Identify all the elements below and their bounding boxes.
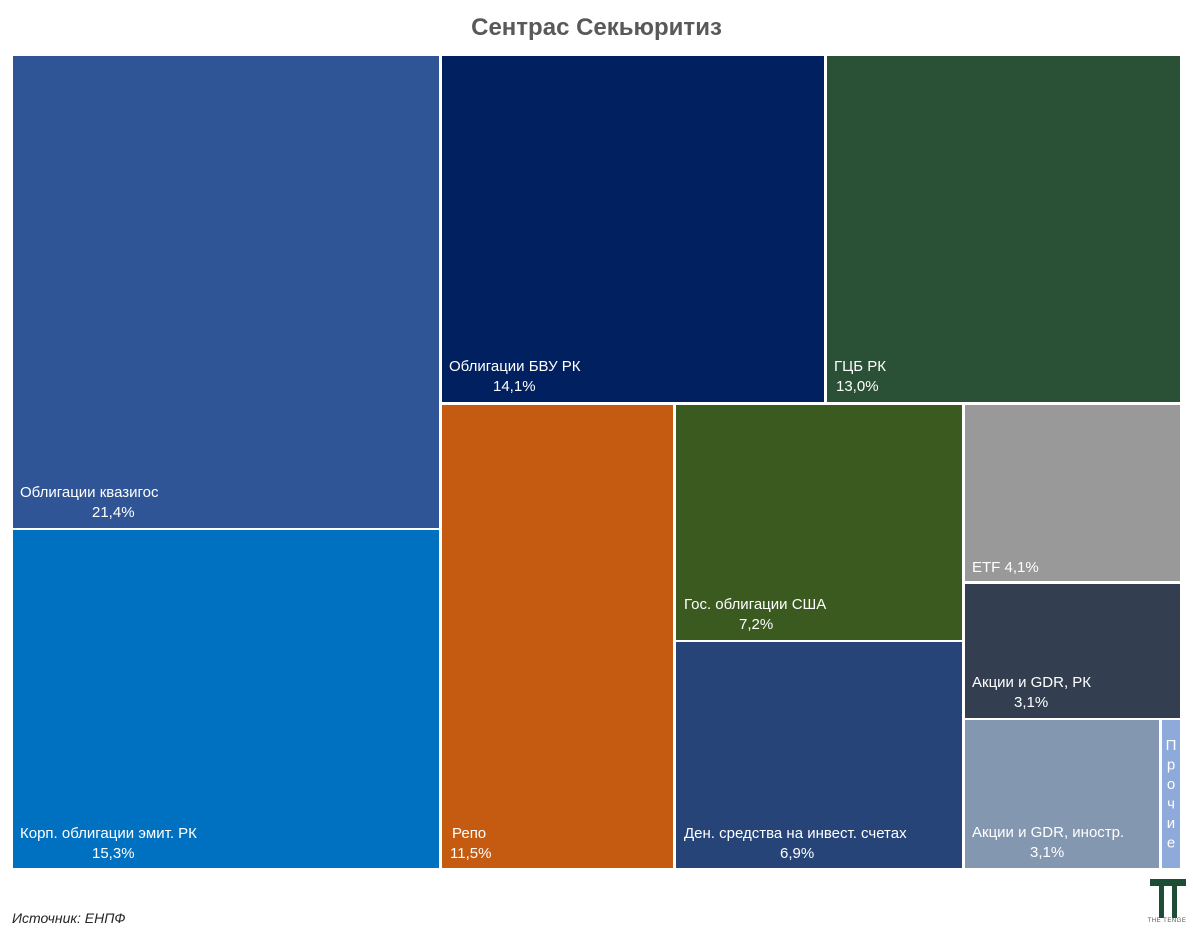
tile-label-letter: е [1167,835,1175,852]
tile-10: Акции и GDR, иностр. 3,1% [965,720,1159,868]
tile-6: Гос. облигации США 7,2% [676,405,962,640]
tile-rect [442,405,673,868]
tile-label-letter: ч [1167,796,1175,813]
tile-1: Облигации квазигос 21,4% [13,56,439,528]
tile-rect [442,56,824,402]
tile-rect [827,56,1180,402]
tile-label-value: 21,4% [92,504,135,521]
tile-label-name: Репо [452,825,486,842]
tile-label-letter: П [1166,737,1177,754]
tile-label-value: 11,5% [450,845,491,862]
tile-label-letter: о [1167,776,1175,793]
tile-7: Ден. средства на инвест. счетах 6,9% [676,642,962,868]
tile-label-name: Акции и GDR, РК [972,674,1091,691]
tile-label-name: Гос. облигации США [684,596,826,613]
tile-rect [676,642,962,868]
tile-2: Корп. облигации эмит. РК 15,3% [13,530,439,868]
tile-label-letter: и [1167,815,1175,832]
tile-label-value: 3,1% [1030,844,1064,861]
tile-label-name: Корп. облигации эмит. РК [20,825,197,842]
tile-3: Облигации БВУ РК 14,1% [442,56,824,402]
tile-label-value: 6,9% [780,845,814,862]
tile-label-value: 15,3% [92,845,135,862]
the-tenge-logo-icon [1150,879,1186,918]
tile-5: Репо 11,5% [442,405,673,868]
tile-4: ГЦБ РК 13,0% [827,56,1180,402]
tile-label-value: 13,0% [836,378,879,395]
tile-label-name: Ден. средства на инвест. счетах [684,825,907,842]
tile-rect [676,405,962,640]
tile-label-name: Облигации квазигос [20,484,159,501]
tile-9: Акции и GDR, РК 3,1% [965,584,1180,718]
tile-label-value: 14,1% [493,378,536,395]
tile-rect [965,405,1180,581]
tile-label-name: ГЦБ РК [834,358,886,375]
tile-rect [13,530,439,868]
source-note: Источник: ЕНПФ [12,910,126,926]
tile-8: ETF 4,1% [965,405,1180,581]
tile-label-value: 7,2% [739,616,773,633]
tile-label-name: Акции и GDR, иностр. [972,824,1124,841]
logo-text: THE TENGE [1147,918,1187,924]
tile-rect [965,584,1180,718]
tile-rect [1162,720,1180,868]
tile-label: ETF 4,1% [972,559,1039,576]
tile-label-name: Облигации БВУ РК [449,358,581,375]
tile-label-letter: р [1167,757,1175,774]
tile-rect [965,720,1159,868]
tile-label-value: 3,1% [1014,694,1048,711]
tile-rect [13,56,439,528]
chart-title: Сентрас Секьюритиз [471,14,722,41]
